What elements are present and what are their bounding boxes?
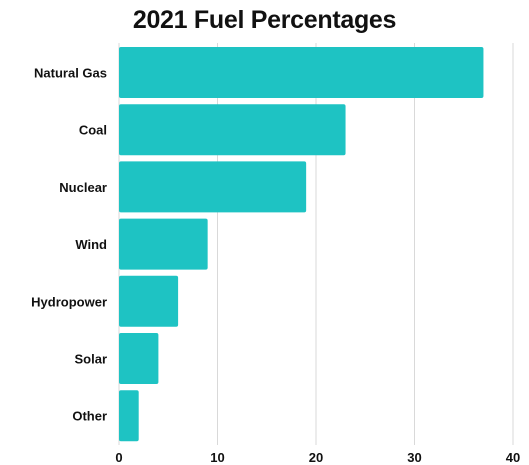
bar-hydropower — [119, 275, 179, 327]
bar-nuclear — [119, 161, 307, 213]
category-label: Wind — [75, 237, 107, 252]
x-tick-label: 40 — [506, 450, 520, 465]
bar-other — [119, 390, 139, 442]
bars — [119, 47, 484, 442]
bar-wind — [119, 218, 208, 270]
bar-natural-gas — [119, 47, 484, 98]
bar-solar — [119, 333, 159, 384]
x-tick-label: 30 — [407, 450, 421, 465]
bar-coal — [119, 104, 346, 156]
category-labels: Natural Gas Coal Nuclear Wind Hydropower Sola… — [31, 66, 107, 424]
chart-title: 2021 Fuel Percentages — [132, 6, 397, 34]
category-label: Hydropower — [31, 294, 107, 309]
x-tick-label: 0 — [115, 450, 122, 465]
category-label: Natural Gas — [34, 66, 107, 81]
x-axis-tick-labels: 0 10 20 30 40 — [115, 450, 520, 465]
category-label: Other — [72, 409, 107, 424]
x-tick-label: 20 — [309, 450, 323, 465]
category-label: Nuclear — [59, 180, 107, 195]
category-label: Solar — [74, 352, 107, 367]
category-label: Coal — [79, 123, 107, 138]
x-tick-label: 10 — [210, 450, 224, 465]
